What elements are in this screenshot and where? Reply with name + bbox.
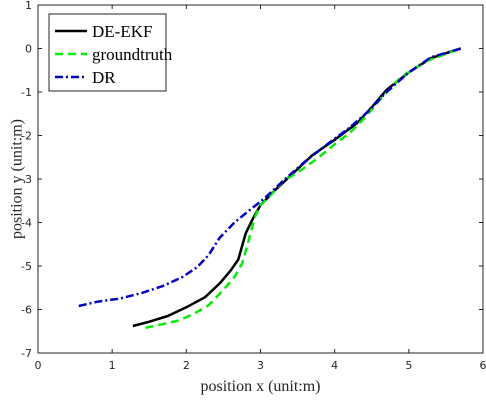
y-tick-label: -3 (21, 173, 32, 186)
y-tick-label: -6 (21, 304, 32, 317)
series-line-groundtruth (145, 47, 462, 330)
legend-box (48, 13, 167, 92)
series-line-dr (78, 47, 462, 308)
y-tick-label: -1 (21, 86, 32, 99)
y-tick-label: -5 (21, 260, 32, 273)
x-axis-ticks: 0 1 2 3 4 5 6 (35, 5, 486, 372)
series-layer (78, 47, 462, 330)
x-tick-label: 3 (257, 359, 264, 372)
y-tick-label: 0 (25, 43, 32, 56)
legend-label-groundtruth: groundtruth (92, 45, 173, 64)
y-tick-label: -4 (21, 217, 32, 230)
y-axis-ticks: -7 -6 -5 -4 -3 -2 -1 0 1 (21, 0, 483, 360)
x-tick-label: 0 (35, 359, 42, 372)
x-tick-label: 4 (331, 359, 338, 372)
x-tick-label: 5 (405, 359, 412, 372)
y-tick-label: -2 (21, 130, 32, 143)
legend: DE-EKF groundtruth DR (48, 13, 173, 92)
x-tick-label: 1 (109, 359, 116, 372)
y-tick-label: -7 (21, 347, 32, 360)
y-tick-label: 1 (25, 0, 32, 12)
y-axis-label: position y (unit:m) (9, 119, 26, 239)
legend-label-de-ekf: DE-EKF (92, 22, 152, 41)
series-line-de-ekf (132, 47, 462, 328)
x-axis-label: position x (unit:m) (201, 378, 321, 395)
x-tick-label: 2 (183, 359, 190, 372)
legend-label-dr: DR (92, 68, 116, 87)
x-tick-label: 6 (480, 359, 486, 372)
